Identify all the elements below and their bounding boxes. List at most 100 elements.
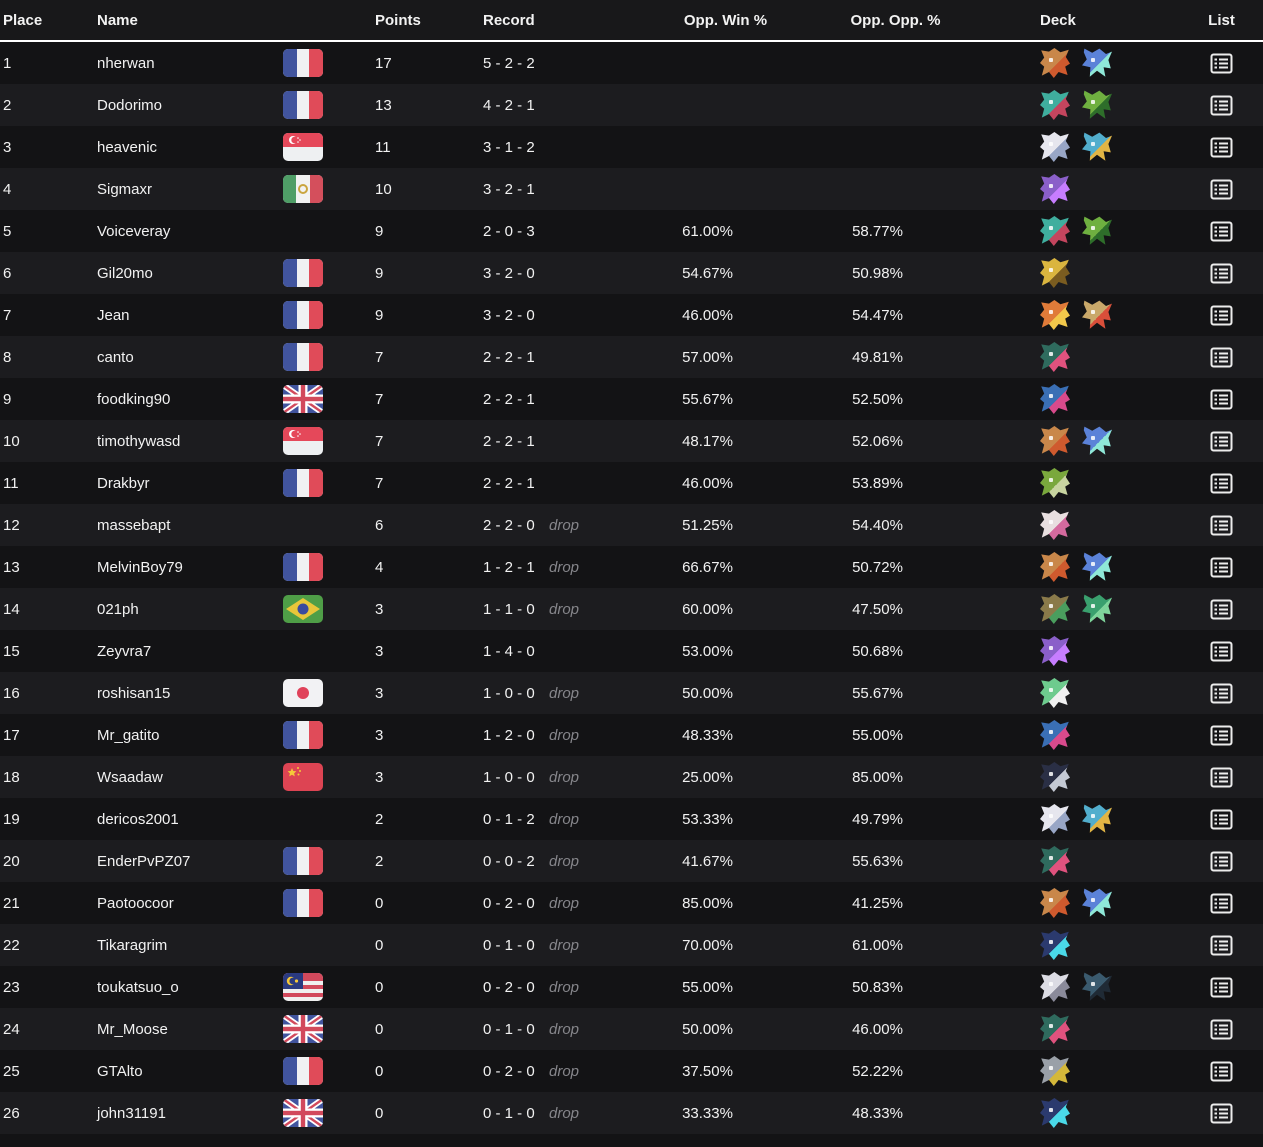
deck-icon-cat-white xyxy=(1040,972,1070,1002)
row-record: 1 - 4 - 0 xyxy=(483,642,535,660)
decklist-icon[interactable] xyxy=(1209,1101,1234,1126)
player-name-link[interactable]: 021ph xyxy=(97,600,139,618)
flag-icon-gb xyxy=(283,385,323,413)
table-row: 12 massebapt 6 2 - 2 - 0 drop 51.25% 54.40% xyxy=(0,504,1263,546)
decklist-icon[interactable] xyxy=(1209,765,1234,790)
list-cell xyxy=(1180,261,1263,286)
deck-icons xyxy=(975,930,1180,960)
decklist-icon[interactable] xyxy=(1209,471,1234,496)
player-name-link[interactable]: Mr_Moose xyxy=(97,1020,168,1038)
decklist-icon[interactable] xyxy=(1209,135,1234,160)
row-points: 3 xyxy=(375,642,384,660)
decklist-icon[interactable] xyxy=(1209,933,1234,958)
opp-win-pct: 85.00% xyxy=(682,894,733,912)
player-name-link[interactable]: toukatsuo_o xyxy=(97,978,179,996)
decklist-icon[interactable] xyxy=(1209,807,1234,832)
flag-cell xyxy=(283,1099,365,1127)
row-place: 24 xyxy=(3,1020,20,1038)
row-place: 22 xyxy=(3,936,20,954)
opp-win-pct: 50.00% xyxy=(682,684,733,702)
row-place: 16 xyxy=(3,684,20,702)
decklist-icon[interactable] xyxy=(1209,513,1234,538)
decklist-icon[interactable] xyxy=(1209,219,1234,244)
decklist-icon[interactable] xyxy=(1209,555,1234,580)
decklist-icon[interactable] xyxy=(1209,387,1234,412)
flag-cell xyxy=(283,553,365,581)
col-header-place: Place xyxy=(3,11,43,29)
opp-win-pct: 53.00% xyxy=(682,642,733,660)
deck-icons xyxy=(975,972,1180,1002)
decklist-icon[interactable] xyxy=(1209,681,1234,706)
row-points: 0 xyxy=(375,978,384,996)
decklist-icon[interactable] xyxy=(1209,429,1234,454)
decklist-icon[interactable] xyxy=(1209,93,1234,118)
opp-opp-pct: 61.00% xyxy=(852,936,903,954)
decklist-icon[interactable] xyxy=(1209,1059,1234,1084)
row-place: 5 xyxy=(3,222,12,240)
flag-icon-fr xyxy=(283,301,323,329)
decklist-icon[interactable] xyxy=(1209,51,1234,76)
list-cell xyxy=(1180,1059,1263,1084)
deck-icons xyxy=(975,594,1180,624)
decklist-icon[interactable] xyxy=(1209,849,1234,874)
decklist-icon[interactable] xyxy=(1209,639,1234,664)
row-place: 11 xyxy=(3,474,19,492)
player-name-link[interactable]: roshisan15 xyxy=(97,684,171,702)
player-name-link[interactable]: Mr_gatito xyxy=(97,726,160,744)
player-name-link[interactable]: Zeyvra7 xyxy=(97,642,152,660)
decklist-icon[interactable] xyxy=(1209,303,1234,328)
player-name-link[interactable]: john31191 xyxy=(97,1104,166,1122)
player-name-link[interactable]: Wsaadaw xyxy=(97,768,163,786)
flag-cell xyxy=(283,427,365,455)
decklist-icon[interactable] xyxy=(1209,1017,1234,1042)
drop-label: drop xyxy=(549,852,580,870)
opp-opp-pct: 53.89% xyxy=(852,474,903,492)
decklist-icon[interactable] xyxy=(1209,891,1234,916)
decklist-icon[interactable] xyxy=(1209,345,1234,370)
decklist-icon[interactable] xyxy=(1209,261,1234,286)
opp-opp-pct: 50.83% xyxy=(852,978,903,996)
player-name-link[interactable]: Drakbyr xyxy=(97,474,150,492)
row-place: 15 xyxy=(3,642,20,660)
list-cell xyxy=(1180,429,1263,454)
player-name-link[interactable]: GTAlto xyxy=(97,1062,143,1080)
deck-icon-dragon-purple xyxy=(1040,174,1070,204)
player-name-link[interactable]: massebapt xyxy=(97,516,171,534)
player-name-link[interactable]: Paotoocoor xyxy=(97,894,174,912)
decklist-icon[interactable] xyxy=(1209,177,1234,202)
player-name-link[interactable]: Gil20mo xyxy=(97,264,153,282)
row-place: 3 xyxy=(3,138,12,156)
row-record: 5 - 2 - 2 xyxy=(483,54,535,72)
player-name-link[interactable]: Sigmaxr xyxy=(97,180,153,198)
player-name-link[interactable]: timothywasd xyxy=(97,432,181,450)
player-name-link[interactable]: nherwan xyxy=(97,54,155,72)
player-name-link[interactable]: dericos2001 xyxy=(97,810,179,828)
player-name-link[interactable]: Dodorimo xyxy=(97,96,163,114)
decklist-icon[interactable] xyxy=(1209,975,1234,1000)
flag-icon-gb xyxy=(283,1015,323,1043)
row-record: 1 - 2 - 1 xyxy=(483,558,535,576)
decklist-icon[interactable] xyxy=(1209,597,1234,622)
decklist-icon[interactable] xyxy=(1209,723,1234,748)
player-name-link[interactable]: EnderPvPZ07 xyxy=(97,852,191,870)
table-row: 1 nherwan 17 5 - 2 - 2 xyxy=(0,42,1263,84)
player-name-link[interactable]: canto xyxy=(97,348,134,366)
player-name-link[interactable]: MelvinBoy79 xyxy=(97,558,183,576)
player-name-link[interactable]: heavenic xyxy=(97,138,158,156)
flag-cell xyxy=(283,1057,365,1085)
drop-label: drop xyxy=(549,768,580,786)
deck-icon-dragon-purple xyxy=(1040,636,1070,666)
flag-cell xyxy=(283,133,365,161)
flag-icon-fr xyxy=(283,553,323,581)
deck-icon-crab-orange xyxy=(1040,48,1070,78)
deck-icons xyxy=(975,48,1180,78)
player-name-link[interactable]: foodking90 xyxy=(97,390,171,408)
opp-win-pct: 46.00% xyxy=(682,474,733,492)
player-name-link[interactable]: Tikaragrim xyxy=(97,936,168,954)
opp-win-pct: 33.33% xyxy=(682,1104,733,1122)
deck-icon-machine-gray xyxy=(1040,1056,1070,1086)
row-record: 2 - 0 - 3 xyxy=(483,222,535,240)
player-name-link[interactable]: Jean xyxy=(97,306,130,324)
player-name-link[interactable]: Voiceveray xyxy=(97,222,171,240)
row-record: 3 - 2 - 1 xyxy=(483,180,535,198)
